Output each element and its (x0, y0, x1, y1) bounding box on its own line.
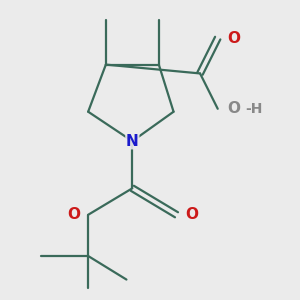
Text: O: O (227, 101, 240, 116)
Text: N: N (126, 134, 139, 149)
Text: O: O (68, 207, 80, 222)
Text: O: O (227, 31, 240, 46)
Text: O: O (186, 207, 199, 222)
Text: -H: -H (246, 102, 263, 116)
